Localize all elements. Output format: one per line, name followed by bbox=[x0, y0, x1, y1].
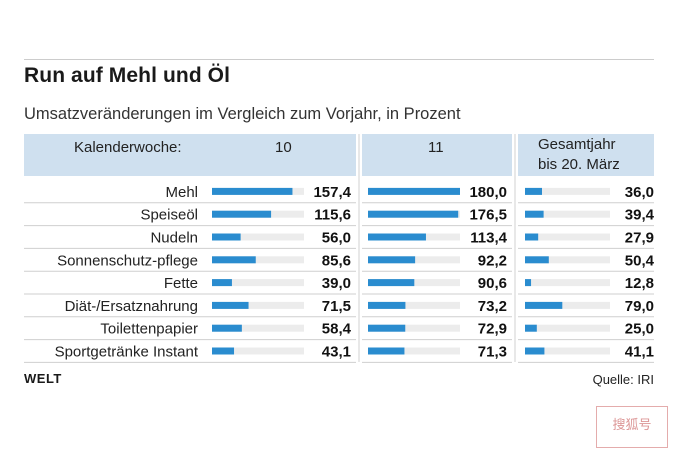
data-label: 27,9 bbox=[625, 230, 654, 247]
bar bbox=[212, 187, 293, 195]
data-label: 39,0 bbox=[322, 275, 351, 292]
bar bbox=[368, 210, 459, 218]
bar-track bbox=[525, 279, 610, 287]
header-band-year bbox=[518, 134, 654, 176]
column-header-week-11: 11 bbox=[428, 139, 444, 156]
data-label: 43,1 bbox=[322, 344, 351, 361]
bar bbox=[212, 324, 242, 332]
bar bbox=[368, 347, 405, 355]
data-label: 92,2 bbox=[478, 252, 507, 269]
header-band-label bbox=[24, 134, 209, 176]
bar bbox=[525, 187, 542, 195]
category-label: Diät-/Ersatznahrung bbox=[65, 298, 198, 315]
bar-track bbox=[525, 301, 610, 309]
bar-track bbox=[212, 233, 304, 241]
bar-track bbox=[212, 301, 304, 309]
category-label: Sonnenschutz-pflege bbox=[57, 252, 198, 269]
bar bbox=[212, 279, 232, 287]
data-label: 41,1 bbox=[625, 344, 654, 361]
bar bbox=[525, 210, 544, 218]
data-label: 85,6 bbox=[322, 252, 351, 269]
bar bbox=[525, 279, 532, 287]
bar-track bbox=[525, 256, 610, 264]
bar-track bbox=[525, 187, 610, 195]
top-rule bbox=[24, 59, 654, 60]
category-label: Mehl bbox=[165, 184, 198, 201]
bar-track bbox=[212, 324, 304, 332]
data-label: 176,5 bbox=[469, 207, 507, 224]
bar bbox=[525, 256, 549, 264]
data-label: 72,9 bbox=[478, 321, 507, 338]
bar bbox=[368, 301, 406, 309]
data-label: 25,0 bbox=[625, 321, 654, 338]
data-label: 115,6 bbox=[314, 207, 351, 224]
bar bbox=[212, 347, 235, 355]
bar-track bbox=[525, 324, 610, 332]
category-label: Sportgetränke Instant bbox=[55, 344, 199, 361]
data-label: 90,6 bbox=[478, 275, 507, 292]
bar bbox=[525, 301, 563, 309]
header-band-week-10 bbox=[209, 134, 356, 176]
bar bbox=[368, 233, 426, 241]
category-label: Speiseöl bbox=[140, 207, 198, 224]
bar bbox=[212, 256, 256, 264]
bar bbox=[525, 347, 545, 355]
data-label: 58,4 bbox=[322, 321, 352, 338]
bar-track bbox=[212, 347, 304, 355]
column-header-year-line1: Gesamtjahr bbox=[538, 136, 616, 153]
data-label: 180,0 bbox=[469, 184, 507, 201]
data-label: 79,0 bbox=[625, 298, 654, 315]
bar-track bbox=[212, 256, 304, 264]
data-label: 39,4 bbox=[625, 207, 655, 224]
bar-track bbox=[368, 301, 460, 309]
source-note: Quelle: IRI bbox=[592, 372, 654, 387]
data-label: 113,4 bbox=[470, 230, 507, 247]
bar-track bbox=[525, 210, 610, 218]
bar bbox=[212, 301, 249, 309]
chart-title: Run auf Mehl und Öl bbox=[24, 64, 231, 87]
bar bbox=[368, 256, 416, 264]
data-label: 71,3 bbox=[478, 344, 507, 361]
data-label: 50,4 bbox=[625, 252, 655, 269]
bar bbox=[212, 233, 241, 241]
category-label: Fette bbox=[164, 275, 198, 292]
bar-track bbox=[525, 347, 610, 355]
column-header-week-10: 10 bbox=[275, 139, 292, 156]
bar-track bbox=[212, 279, 304, 287]
bar bbox=[368, 187, 460, 195]
bar-track bbox=[525, 233, 610, 241]
bar-track bbox=[368, 347, 460, 355]
data-label: 71,5 bbox=[322, 298, 351, 315]
data-label: 73,2 bbox=[478, 298, 507, 315]
bar-track bbox=[368, 324, 460, 332]
data-label: 157,4 bbox=[313, 184, 351, 201]
category-label: Nudeln bbox=[150, 230, 198, 247]
brand-logo: WELT bbox=[24, 371, 62, 386]
bar bbox=[525, 324, 537, 332]
column-header-year-line2: bis 20. März bbox=[538, 156, 620, 173]
bar bbox=[525, 233, 539, 241]
data-label: 36,0 bbox=[625, 184, 654, 201]
bar bbox=[368, 324, 406, 332]
bar bbox=[368, 279, 415, 287]
header-band-week-11 bbox=[362, 134, 512, 176]
category-label: Toilettenpapier bbox=[100, 321, 198, 338]
bar bbox=[212, 210, 272, 218]
data-label: 12,8 bbox=[625, 275, 654, 292]
data-label: 56,0 bbox=[322, 230, 351, 247]
watermark-stamp: 搜狐号 bbox=[596, 406, 668, 448]
row-header-label: Kalenderwoche: bbox=[74, 139, 182, 156]
chart-subtitle: Umsatzveränderungen im Vergleich zum Vor… bbox=[24, 105, 461, 123]
